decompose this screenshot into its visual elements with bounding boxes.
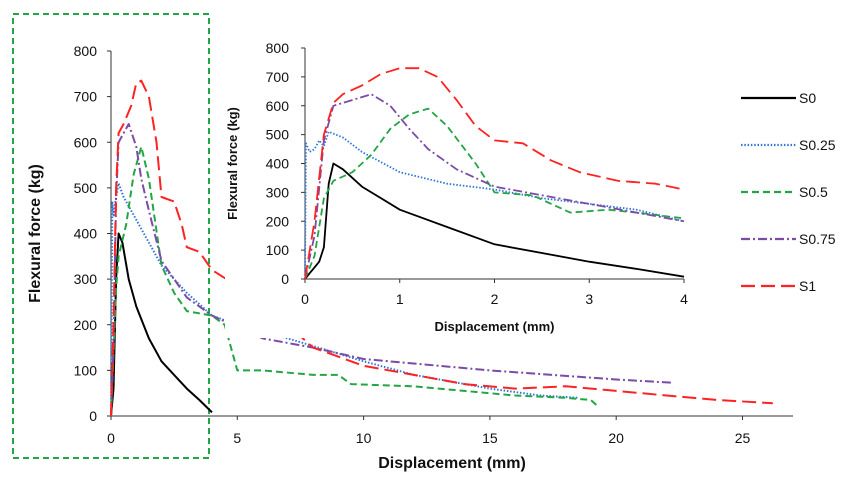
legend-label: S0.25 xyxy=(799,137,836,153)
y-tick-label: 400 xyxy=(266,156,290,172)
y-tick-label: 700 xyxy=(266,69,290,85)
legend: S0 S0.25 S0.5 S0.75 S1 xyxy=(741,90,836,294)
x-tick-label: 10 xyxy=(356,430,372,446)
y-tick-label: 600 xyxy=(74,134,98,150)
y-tick-label: 500 xyxy=(266,127,290,143)
x-tick-label: 1 xyxy=(396,291,404,307)
y-tick-label: 100 xyxy=(266,242,290,258)
y-tick-label: 0 xyxy=(281,271,289,287)
legend-label: S0.75 xyxy=(799,231,836,247)
y-tick-label: 400 xyxy=(74,226,98,242)
x-tick-label: 25 xyxy=(735,430,751,446)
y-tick-label: 600 xyxy=(266,98,290,114)
legend-label: S1 xyxy=(799,278,816,294)
series-line-s0-5 xyxy=(110,145,600,417)
inset-chart: 0 100 200 300 400 500 600 700 800 0 1 2 3 4 Displaceme… xyxy=(225,40,705,338)
series-line-s0-5 xyxy=(304,107,685,280)
series-line-s0 xyxy=(304,162,685,280)
y-tick-label: 800 xyxy=(74,43,98,59)
inset-background xyxy=(225,40,705,338)
y-tick-label: 100 xyxy=(74,362,98,378)
y-axis-title: Flexural force (kg) xyxy=(225,107,240,220)
x-tick-label: 15 xyxy=(482,430,498,446)
x-tick-label: 4 xyxy=(680,291,688,307)
x-axis-title: Displacement (mm) xyxy=(378,455,526,472)
y-tick-label: 300 xyxy=(74,271,98,287)
x-tick-label: 0 xyxy=(301,291,309,307)
x-tick-label: 2 xyxy=(491,291,499,307)
series-line-s1 xyxy=(110,79,773,417)
series-line-s0-75 xyxy=(110,123,672,417)
x-tick-label: 0 xyxy=(107,430,115,446)
y-tick-label: 700 xyxy=(74,89,98,105)
y-tick-label: 0 xyxy=(89,408,97,424)
x-axis-title: Displacement (mm) xyxy=(435,319,555,334)
y-tick-label: 300 xyxy=(266,184,290,200)
x-tick-label: 5 xyxy=(233,430,241,446)
legend-label: S0.5 xyxy=(799,184,828,200)
y-axis-title: Flexural force (kg) xyxy=(27,164,44,303)
series-line-s0-25 xyxy=(110,182,579,417)
y-tick-label: 500 xyxy=(74,180,98,196)
series-line-s0-75 xyxy=(304,93,685,280)
y-tick-label: 200 xyxy=(266,213,290,229)
y-tick-label: 800 xyxy=(266,40,290,56)
x-tick-label: 3 xyxy=(585,291,593,307)
series-line-s1 xyxy=(304,67,685,280)
x-tick-label: 20 xyxy=(608,430,624,446)
y-tick-label: 200 xyxy=(74,317,98,333)
legend-label: S0 xyxy=(799,90,816,106)
